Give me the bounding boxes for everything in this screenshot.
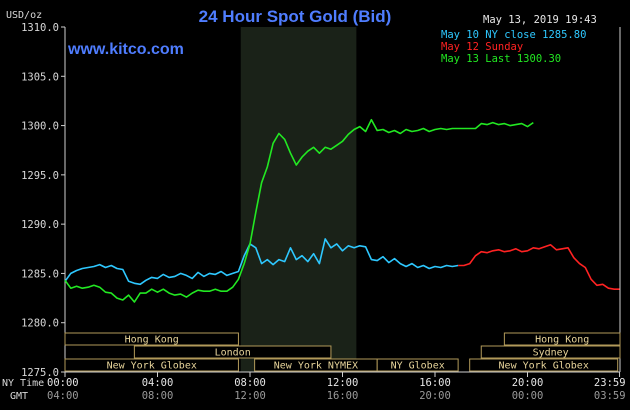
gmt-tick-label: 00:00 <box>512 390 544 402</box>
ny-time-label: NY Time <box>2 378 44 389</box>
legend-entry: May 12 Sunday <box>441 41 523 53</box>
session-label: Hong Kong <box>535 335 589 346</box>
legend-entry: May 10 NY close 1285.80 <box>441 29 586 41</box>
session-label: Hong Kong <box>125 335 179 346</box>
chart-series <box>64 118 620 303</box>
session-bar <box>503 332 621 346</box>
series-line <box>64 238 459 286</box>
session-bar <box>133 345 332 359</box>
gmt-tick-label: 03:59 <box>594 390 626 402</box>
gmt-label: GMT <box>10 391 28 402</box>
session-label: Sydney <box>533 348 569 359</box>
timestamp: May 13, 2019 19:43 <box>483 14 597 26</box>
series-line <box>64 118 534 303</box>
nymex-highlight-band <box>240 27 357 372</box>
y-tick-label: 1310.0 <box>21 22 59 34</box>
ny-time-tick-label: 20:00 <box>512 377 544 389</box>
session-label: New York NYMEX <box>274 361 358 372</box>
legend: May 10 NY close 1285.80 May 12 Sunday Ma… <box>441 29 586 65</box>
y-tick-label: 1275.0 <box>21 367 59 379</box>
y-tick-label: 1300.0 <box>21 121 59 133</box>
session-bar <box>64 358 239 372</box>
chart-title: 24 Hour Spot Gold (Bid) <box>199 7 392 26</box>
ny-time-tick-label: 04:00 <box>142 377 174 389</box>
session-bar <box>64 332 239 346</box>
session-label: NY Globex <box>391 361 445 372</box>
session-label: London <box>215 348 251 359</box>
ny-time-tick-label: 00:00 <box>47 377 79 389</box>
y-axis-units: USD/oz <box>6 10 42 21</box>
nymex-session-highlight <box>240 27 357 372</box>
session-label: New York Globex <box>107 361 197 372</box>
series-line <box>458 244 620 291</box>
session-bar <box>469 358 619 372</box>
website-label: www.kitco.com <box>67 41 184 58</box>
y-tick-label: 1295.0 <box>21 170 59 182</box>
ny-time-tick-label: 23:59 <box>594 377 626 389</box>
y-tick-label: 1290.0 <box>21 219 59 231</box>
legend-entry: May 13 Last 1300.30 <box>441 53 561 65</box>
gmt-tick-label: 16:00 <box>327 390 359 402</box>
y-tick-label: 1305.0 <box>21 71 59 83</box>
ny-time-tick-label: 08:00 <box>234 377 266 389</box>
time-axis: NY Time GMT 00:0004:0004:0008:0008:0012:… <box>2 372 626 402</box>
y-tick-label: 1285.0 <box>21 268 59 280</box>
gmt-tick-label: 08:00 <box>142 390 174 402</box>
gmt-tick-label: 20:00 <box>419 390 451 402</box>
ny-time-tick-label: 12:00 <box>327 377 359 389</box>
y-tick-label: 1280.0 <box>21 318 59 330</box>
session-bar <box>480 345 621 359</box>
gmt-tick-label: 04:00 <box>47 390 79 402</box>
session-label: New York Globex <box>499 361 589 372</box>
market-sessions: Hong Kong Hong Kong London Sydney New York G… <box>64 332 621 372</box>
session-bar <box>376 358 459 372</box>
gmt-tick-label: 12:00 <box>234 390 266 402</box>
ny-time-tick-label: 16:00 <box>419 377 451 389</box>
